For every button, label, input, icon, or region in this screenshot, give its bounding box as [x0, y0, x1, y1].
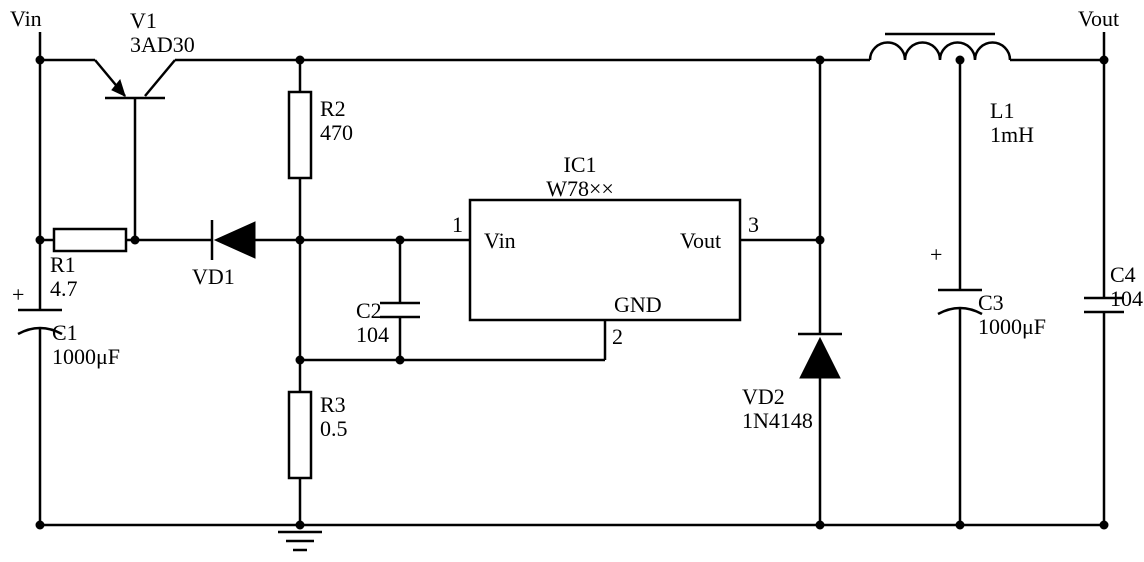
v1-part: 3AD30 [130, 32, 195, 57]
inductor-L1 [870, 34, 1010, 60]
junction-dot [956, 521, 965, 530]
l1-ref: L1 [990, 98, 1014, 123]
junction-dot [1100, 521, 1109, 530]
c1-ref: C1 [52, 320, 78, 345]
junction-dot [1100, 56, 1109, 65]
r2-ref: R2 [320, 96, 346, 121]
vd2-part: 1N4148 [742, 408, 813, 433]
r3-ref: R3 [320, 392, 346, 417]
junction-dot [816, 56, 825, 65]
junction-dot [396, 236, 405, 245]
c1-value: 1000μF [52, 344, 120, 369]
ic1-gnd-label: GND [614, 292, 662, 317]
transistor-V1 [95, 60, 175, 118]
c3-plus: + [930, 242, 942, 267]
circuit-schematic: Vin Vout V1 3AD30 R1 4.7 R2 470 R3 0.5 +… [0, 0, 1144, 562]
resistor-R1 [54, 229, 126, 251]
junction-dot [296, 521, 305, 530]
junction-dot [396, 356, 405, 365]
r1-value: 4.7 [50, 276, 78, 301]
junction-dot [36, 521, 45, 530]
capacitor-C3 [938, 280, 982, 320]
c2-value: 104 [356, 322, 389, 347]
junction-dot [816, 521, 825, 530]
r3-value: 0.5 [320, 416, 348, 441]
junction-dot [36, 236, 45, 245]
diode-VD1 [200, 220, 255, 260]
ic1-vout-label: Vout [680, 228, 721, 253]
junction-dot [296, 56, 305, 65]
diode-VD2 [798, 330, 842, 380]
resistor-R3 [289, 392, 311, 478]
vd2-ref: VD2 [742, 384, 785, 409]
c1-plus: + [12, 282, 24, 307]
ic1-pin2-num: 2 [612, 324, 623, 349]
ic1-ref: IC1 [564, 152, 597, 177]
junction-dot [36, 56, 45, 65]
vout-terminal-label: Vout [1078, 6, 1119, 31]
c3-ref: C3 [978, 290, 1004, 315]
ic1-pin3-num: 3 [748, 212, 759, 237]
r2-value: 470 [320, 120, 353, 145]
junction-dot [956, 56, 965, 65]
ic1-vin-label: Vin [484, 228, 516, 253]
ic1-pin1-num: 1 [452, 212, 463, 237]
junction-dot [131, 236, 140, 245]
junction-dot [296, 356, 305, 365]
ic-IC1 [470, 200, 740, 320]
ground-symbol-icon [278, 532, 322, 550]
r1-ref: R1 [50, 252, 76, 277]
vd1-ref: VD1 [192, 264, 235, 289]
c4-value: 104 [1110, 286, 1143, 311]
c3-value: 1000μF [978, 314, 1046, 339]
l1-value: 1mH [990, 122, 1034, 147]
resistor-R2 [289, 92, 311, 178]
junction-dot [296, 236, 305, 245]
capacitor-C2 [380, 295, 420, 325]
junction-dot [816, 236, 825, 245]
c2-ref: C2 [356, 298, 382, 323]
ic1-part: W78×× [546, 176, 614, 201]
c4-ref: C4 [1110, 262, 1136, 287]
v1-ref: V1 [130, 8, 157, 33]
vin-terminal-label: Vin [10, 6, 42, 31]
